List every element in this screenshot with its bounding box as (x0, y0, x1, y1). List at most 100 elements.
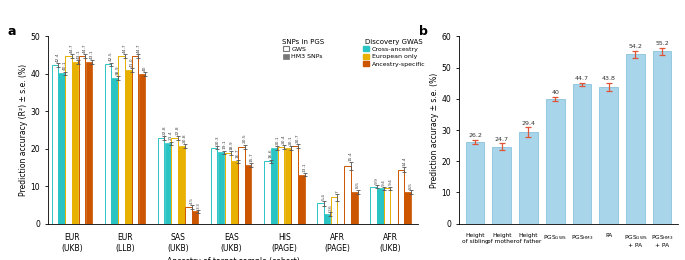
Text: 9.9: 9.9 (375, 177, 379, 184)
Y-axis label: Prediction accuracy ± s.e. (%): Prediction accuracy ± s.e. (%) (429, 72, 439, 188)
Text: 20.3: 20.3 (215, 135, 219, 145)
Bar (225, 153, 231, 224)
Bar (125, 70, 132, 224)
Text: 40: 40 (143, 65, 147, 71)
Bar (493, 147, 511, 224)
Text: 42.5: 42.5 (109, 52, 113, 61)
Bar (466, 142, 484, 224)
Bar (185, 207, 192, 224)
Bar (298, 174, 305, 224)
Text: 4.5: 4.5 (190, 197, 194, 204)
Bar (351, 192, 358, 224)
Bar (626, 55, 645, 224)
Text: 9.4: 9.4 (388, 179, 393, 185)
Text: 26.2: 26.2 (468, 133, 482, 138)
Bar (72, 62, 79, 224)
Bar (158, 138, 164, 224)
Bar (519, 132, 538, 224)
Text: 16.7: 16.7 (236, 149, 240, 158)
Bar (371, 186, 377, 224)
Bar (232, 161, 238, 224)
Text: a: a (8, 25, 16, 38)
Legend: Cross-ancestry, European only, Ancestry-specific: Cross-ancestry, European only, Ancestry-… (362, 38, 427, 68)
X-axis label: Ancestry of target sample (cohort): Ancestry of target sample (cohort) (166, 257, 299, 260)
Text: 20.8: 20.8 (183, 133, 187, 143)
Bar (546, 99, 564, 224)
Bar (65, 56, 72, 224)
Bar (397, 170, 404, 224)
Text: 2.6: 2.6 (329, 204, 332, 211)
Text: 43.8: 43.8 (601, 76, 616, 81)
Bar (238, 147, 245, 224)
Text: 3.3: 3.3 (197, 202, 200, 209)
Text: 43.1: 43.1 (90, 50, 94, 59)
Text: 22.8: 22.8 (162, 125, 166, 135)
Bar (573, 84, 591, 224)
Bar (178, 146, 185, 224)
Text: 41.0: 41.0 (129, 57, 134, 67)
Text: 8.5: 8.5 (409, 182, 413, 189)
Text: 24.7: 24.7 (495, 137, 509, 142)
Text: 20.7: 20.7 (296, 133, 300, 143)
Text: 14.4: 14.4 (402, 157, 406, 166)
Text: 20.5: 20.5 (242, 134, 247, 144)
Text: 15.7: 15.7 (249, 152, 253, 162)
Y-axis label: Prediction accuracy (R²) ± s.e. (%): Prediction accuracy (R²) ± s.e. (%) (18, 64, 28, 196)
Bar (51, 65, 58, 224)
Bar (277, 147, 284, 224)
Text: 40.1: 40.1 (63, 61, 67, 70)
Text: 18.9: 18.9 (229, 140, 233, 150)
Bar (317, 203, 324, 224)
Text: 21.4: 21.4 (169, 131, 173, 140)
Bar (132, 56, 138, 224)
Text: 20.1: 20.1 (289, 136, 293, 145)
Text: 44.7: 44.7 (136, 44, 140, 53)
Bar (404, 192, 411, 224)
Bar (384, 188, 390, 224)
Text: 20.4: 20.4 (282, 135, 286, 144)
Bar (86, 62, 92, 224)
Bar (218, 152, 224, 224)
Text: 5.4: 5.4 (322, 193, 325, 200)
Bar (245, 165, 251, 224)
Bar (105, 64, 111, 224)
Text: 42.4: 42.4 (56, 52, 60, 62)
Text: 19.1: 19.1 (222, 140, 226, 149)
Bar (331, 197, 337, 224)
Text: 55.2: 55.2 (656, 41, 669, 46)
Text: 38.9: 38.9 (116, 65, 120, 75)
Bar (139, 74, 145, 224)
Text: 44.7: 44.7 (575, 76, 589, 81)
Text: 9.4: 9.4 (382, 179, 386, 186)
Text: 44.7: 44.7 (84, 44, 87, 53)
Text: 16.6: 16.6 (269, 149, 273, 158)
Bar (653, 51, 671, 224)
Text: 43.1: 43.1 (77, 50, 80, 59)
Bar (345, 166, 351, 224)
Text: 13.1: 13.1 (303, 162, 307, 172)
Bar (264, 161, 271, 224)
Bar (271, 148, 277, 224)
Text: b: b (419, 25, 428, 38)
Bar (284, 148, 291, 224)
Bar (112, 78, 118, 224)
Bar (291, 146, 298, 224)
Text: 7: 7 (335, 190, 339, 193)
Bar (119, 56, 125, 224)
Text: 44.7: 44.7 (123, 44, 127, 53)
Text: 40: 40 (551, 90, 559, 95)
Bar (58, 74, 65, 224)
Text: 20.1: 20.1 (275, 136, 279, 145)
Bar (211, 148, 217, 224)
Text: 8.5: 8.5 (356, 181, 360, 188)
Text: 15.4: 15.4 (349, 151, 353, 161)
Bar (164, 144, 171, 224)
Bar (192, 211, 199, 224)
Bar (324, 214, 330, 224)
Text: 54.2: 54.2 (628, 44, 643, 49)
Bar (79, 56, 85, 224)
Bar (377, 188, 384, 224)
Text: 22.8: 22.8 (176, 125, 180, 135)
Bar (599, 87, 618, 224)
Text: 44.7: 44.7 (70, 44, 73, 53)
